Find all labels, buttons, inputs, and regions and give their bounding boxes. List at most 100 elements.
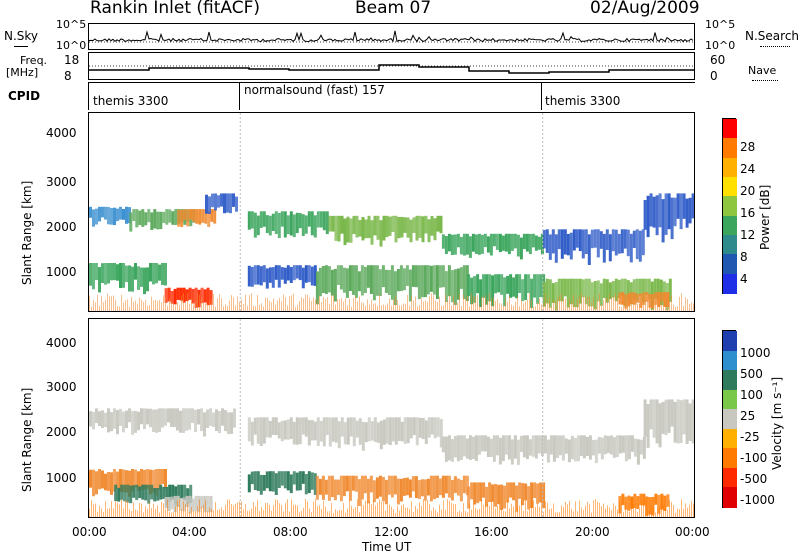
ground-scatter-mark [435, 509, 436, 517]
ground-scatter-mark [673, 505, 674, 517]
heatmap-cell [113, 469, 116, 492]
power-ytick-1000: 1000 [46, 265, 77, 279]
heatmap-cell [643, 399, 647, 437]
ground-scatter-mark [369, 501, 370, 517]
heatmap-cell [144, 212, 148, 226]
ground-scatter-mark [515, 511, 516, 517]
ground-scatter-mark [671, 502, 672, 517]
ground-scatter-mark [105, 501, 106, 517]
heatmap-cell [310, 211, 314, 236]
ground-scatter-mark [165, 509, 166, 517]
ground-scatter-mark [667, 294, 668, 311]
heatmap-cell [146, 408, 149, 425]
ground-scatter-mark [207, 304, 208, 311]
ground-scatter-mark [369, 304, 370, 311]
ground-scatter-mark [269, 504, 270, 517]
heatmap-cell [203, 412, 206, 437]
heatmap-cell [477, 233, 481, 255]
heatmap-cell [539, 274, 543, 298]
ground-scatter-mark [99, 305, 100, 311]
heatmap-cell [432, 265, 436, 295]
heatmap-cell [363, 266, 367, 293]
velocity-cb-tick-neg1000: -1000 [740, 493, 775, 507]
ground-scatter-mark [609, 293, 610, 311]
ground-scatter-mark [115, 500, 116, 517]
heatmap-cell [480, 435, 484, 452]
ground-scatter-mark [615, 293, 616, 311]
heatmap-cell [654, 292, 658, 305]
ground-scatter-mark [189, 303, 190, 311]
ground-scatter-mark [193, 511, 194, 517]
heatmap-cell [227, 412, 230, 435]
heatmap-cell [107, 408, 110, 433]
ground-scatter-mark [219, 294, 220, 311]
ground-scatter-mark [287, 499, 288, 517]
heatmap-cell [569, 278, 573, 305]
ground-scatter-mark [325, 506, 326, 517]
heatmap-cell [114, 484, 118, 502]
heatmap-cell [447, 435, 451, 461]
heatmap-cell [513, 233, 517, 249]
ground-scatter-mark [211, 509, 212, 517]
heatmap-cell [575, 229, 579, 248]
heatmap-cell [316, 417, 320, 446]
ground-scatter-mark [401, 305, 402, 311]
colorbar-swatch [723, 215, 737, 236]
heatmap-cell [435, 475, 439, 498]
heatmap-cell [375, 265, 379, 296]
heatmap-cell [642, 493, 646, 506]
ground-scatter-mark [641, 302, 642, 311]
heatmap-cell [645, 292, 649, 302]
ground-scatter-mark [631, 298, 632, 311]
ground-scatter-mark [221, 298, 222, 311]
heatmap-cell [663, 292, 667, 307]
heatmap-cell [549, 435, 553, 455]
heatmap-cell [298, 265, 302, 281]
ground-scatter-mark [521, 499, 522, 517]
ground-scatter-mark [505, 511, 506, 517]
power-ytick-2000: 2000 [46, 220, 77, 234]
ground-scatter-mark [349, 298, 350, 311]
heatmap-cell [444, 236, 448, 254]
heatmap-cell [352, 417, 356, 447]
ground-scatter-mark [603, 300, 604, 311]
heatmap-cell [134, 469, 137, 488]
ground-scatter-mark [691, 500, 692, 517]
heatmap-cell [195, 209, 199, 224]
heatmap-cell [673, 401, 677, 443]
ground-scatter-mark [515, 301, 516, 311]
heatmap-cell [528, 439, 532, 456]
heatmap-cell [206, 495, 210, 513]
ground-scatter-mark [117, 306, 118, 311]
ground-scatter-mark [303, 298, 304, 311]
ground-scatter-mark [225, 505, 226, 517]
ground-scatter-mark [529, 509, 530, 517]
ground-scatter-mark [537, 503, 538, 517]
ground-scatter-mark [453, 503, 454, 517]
ground-scatter-mark [481, 297, 482, 311]
heatmap-cell [268, 267, 272, 283]
ground-scatter-mark [391, 506, 392, 517]
heatmap-cell [247, 265, 251, 287]
ground-scatter-mark [223, 306, 224, 311]
heatmap-cell [367, 215, 371, 239]
heatmap-cell [391, 215, 395, 232]
ground-scatter-mark [127, 299, 128, 311]
heatmap-cell [534, 235, 538, 251]
ground-scatter-mark [175, 506, 176, 517]
ground-scatter-mark [467, 295, 468, 311]
heatmap-cell [566, 233, 570, 256]
ground-scatter-mark [373, 499, 374, 517]
ground-scatter-mark [689, 504, 690, 517]
ground-scatter-mark [637, 512, 638, 517]
heatmap-cell [89, 263, 92, 286]
heatmap-cell [467, 274, 471, 296]
ground-scatter-mark [603, 503, 604, 517]
ground-scatter-mark [241, 501, 242, 517]
ground-scatter-mark [257, 295, 258, 311]
ground-scatter-mark [277, 499, 278, 517]
heatmap-cell [132, 485, 136, 498]
heatmap-cell [253, 471, 257, 490]
ground-scatter-mark [429, 296, 430, 311]
heatmap-cell [510, 233, 514, 251]
